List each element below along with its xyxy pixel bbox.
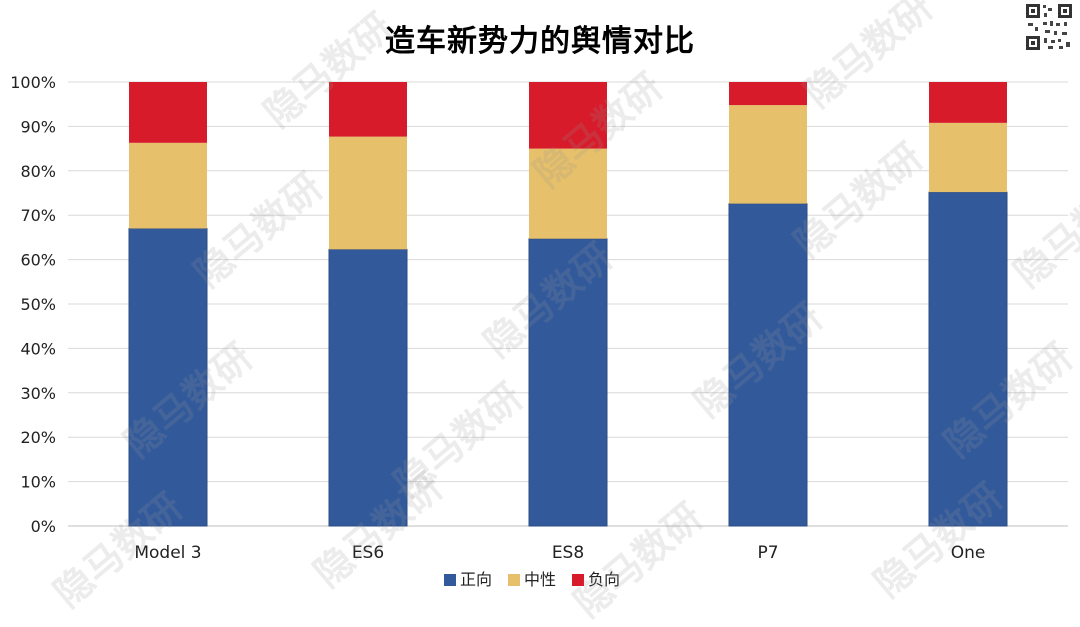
legend-swatch — [508, 574, 520, 586]
chart-title: 造车新势力的舆情对比 — [385, 24, 695, 59]
bar-segment-中性 — [129, 142, 207, 229]
x-tick-label: ES6 — [352, 543, 384, 563]
bar-segment-正向 — [928, 191, 1008, 527]
y-tick-label: 0% — [31, 517, 56, 536]
y-tick-label: 40% — [20, 339, 56, 358]
bar-segment-正向 — [528, 238, 608, 527]
legend-swatch — [572, 574, 584, 586]
qr-code-icon — [1024, 2, 1074, 52]
x-tick-label: P7 — [757, 543, 778, 563]
bar-segment-负向 — [729, 82, 807, 106]
x-tick-label: ES8 — [552, 543, 584, 563]
y-tick-label: 80% — [20, 162, 56, 181]
bar-segment-负向 — [529, 82, 607, 149]
x-tick-label: One — [951, 543, 986, 563]
y-tick-label: 50% — [20, 295, 56, 314]
bar-segment-中性 — [329, 136, 407, 250]
stacked-bar-chart: 0% 10% 20% 30% 40% 50% 60% 70% 80% 90% 100% Model 3… — [10, 73, 1068, 589]
legend-swatch — [444, 574, 456, 586]
bar-segment-中性 — [529, 148, 607, 239]
y-tick-label: 20% — [20, 428, 56, 447]
y-tick-label: 90% — [20, 117, 56, 136]
bar-segment-中性 — [929, 122, 1007, 193]
legend-label: 正向 — [460, 570, 492, 589]
bar-segment-负向 — [929, 82, 1007, 123]
legend-label: 负向 — [588, 570, 620, 589]
bar-segment-正向 — [128, 228, 208, 527]
bar-segment-负向 — [329, 82, 407, 137]
y-tick-label: 70% — [20, 206, 56, 225]
y-tick-label: 60% — [20, 251, 56, 270]
bar-segment-正向 — [328, 248, 408, 527]
y-tick-label: 10% — [20, 473, 56, 492]
bar-segment-负向 — [129, 82, 207, 143]
legend-label: 中性 — [524, 570, 556, 589]
bar-segment-中性 — [729, 105, 807, 204]
bar-segment-正向 — [728, 203, 808, 527]
y-tick-label: 30% — [20, 384, 56, 403]
y-tick-label: 100% — [10, 73, 56, 92]
x-tick-label: Model 3 — [134, 543, 201, 563]
